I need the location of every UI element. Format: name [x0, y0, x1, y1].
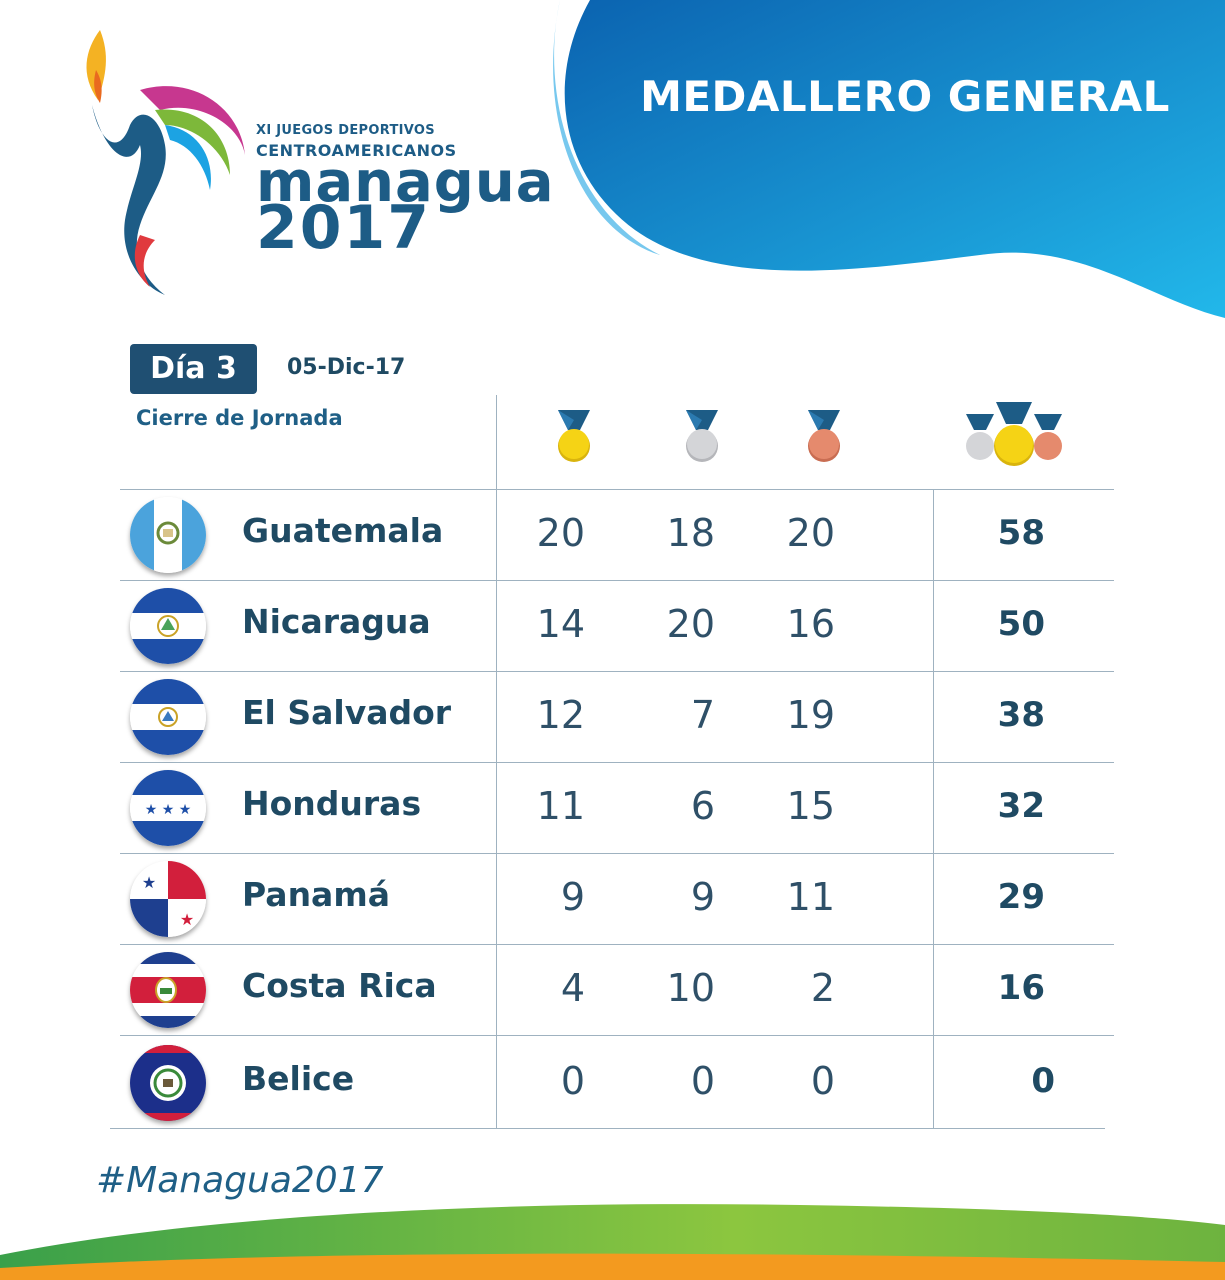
bronze-count: 20: [786, 511, 835, 555]
silver-count: 6: [690, 784, 715, 828]
total-count: 32: [997, 786, 1045, 826]
games-logo-icon: [86, 30, 245, 295]
total-count: 38: [997, 695, 1045, 735]
date-label: 05-Dic-17: [287, 355, 406, 380]
svg-text:★ ★ ★: ★ ★ ★: [145, 802, 192, 818]
country-name: Guatemala: [242, 511, 444, 550]
total-count: 0: [1031, 1061, 1055, 1101]
table-row: ★ ★ ★ Honduras 11 6 15 32: [120, 762, 1114, 853]
gold-count: 11: [536, 784, 585, 828]
silver-count: 20: [666, 602, 715, 646]
logo-year: 2017: [256, 193, 431, 263]
country-name: Belice: [242, 1059, 355, 1098]
table-row: Guatemala 20 18 20 58: [120, 489, 1114, 580]
total-count: 58: [997, 513, 1045, 553]
table-row: Nicaragua 14 20 16 50: [120, 580, 1114, 671]
silver-count: 18: [666, 511, 715, 555]
silver-count: 0: [690, 1059, 715, 1103]
row-divider: [120, 853, 1114, 854]
gold-count: 12: [536, 693, 585, 737]
gold-count: 14: [536, 602, 585, 646]
bronze-count: 16: [786, 602, 835, 646]
bronze-count: 15: [786, 784, 835, 828]
bronze-count: 11: [786, 875, 835, 919]
belize-flag-icon: [130, 1045, 206, 1121]
svg-text:★: ★: [180, 910, 194, 929]
table-row: ★ ★ Panamá 9 9 11 29: [120, 853, 1114, 944]
el-salvador-flag-icon: [130, 679, 206, 755]
silver-count: 7: [690, 693, 715, 737]
gold-count: 20: [536, 511, 585, 555]
row-divider: [120, 944, 1114, 945]
gold-count: 0: [560, 1059, 585, 1103]
divider-total: [933, 489, 934, 1129]
silver-medal-icon: [686, 410, 718, 462]
total-count: 29: [997, 877, 1045, 917]
costa-rica-flag-icon: [130, 952, 206, 1028]
page-title: MEDALLERO GENERAL: [640, 72, 1170, 121]
bronze-count: 0: [810, 1059, 835, 1103]
gold-count: 4: [560, 966, 585, 1010]
country-name: El Salvador: [242, 693, 452, 732]
gold-count: 9: [560, 875, 585, 919]
day-badge: Día 3: [130, 344, 257, 394]
row-divider: [120, 489, 1114, 490]
silver-count: 9: [690, 875, 715, 919]
bronze-count: 2: [810, 966, 835, 1010]
country-name: Costa Rica: [242, 966, 437, 1005]
country-name: Nicaragua: [242, 602, 431, 641]
logo-line1: XI JUEGOS DEPORTIVOS: [256, 123, 435, 138]
row-divider: [120, 671, 1114, 672]
country-name: Panamá: [242, 875, 390, 914]
row-divider: [110, 1128, 1105, 1129]
table-row: El Salvador 12 7 19 38: [120, 671, 1114, 762]
total-count: 50: [997, 604, 1045, 644]
row-divider: [120, 1035, 1114, 1036]
table-row: Belice 0 0 0 0: [120, 1037, 1114, 1128]
honduras-flag-icon: ★ ★ ★: [130, 770, 206, 846]
table-row: Costa Rica 4 10 2 16: [120, 944, 1114, 1035]
bronze-count: 19: [786, 693, 835, 737]
row-divider: [120, 762, 1114, 763]
gold-medal-icon: [558, 410, 590, 462]
session-label: Cierre de Jornada: [136, 406, 343, 430]
svg-text:★: ★: [142, 873, 156, 892]
panama-flag-icon: ★ ★: [130, 861, 206, 937]
silver-count: 10: [666, 966, 715, 1010]
logo-city: managua: [256, 150, 555, 215]
logo-line2: CENTROAMERICANOS: [256, 141, 457, 160]
row-divider: [120, 580, 1114, 581]
country-name: Honduras: [242, 784, 422, 823]
guatemala-flag-icon: [130, 497, 206, 573]
bronze-medal-icon: [808, 410, 840, 462]
hashtag: #Managua2017: [96, 1160, 384, 1201]
total-medals-icon: [966, 402, 1062, 466]
nicaragua-flag-icon: [130, 588, 206, 664]
total-count: 16: [997, 968, 1045, 1008]
